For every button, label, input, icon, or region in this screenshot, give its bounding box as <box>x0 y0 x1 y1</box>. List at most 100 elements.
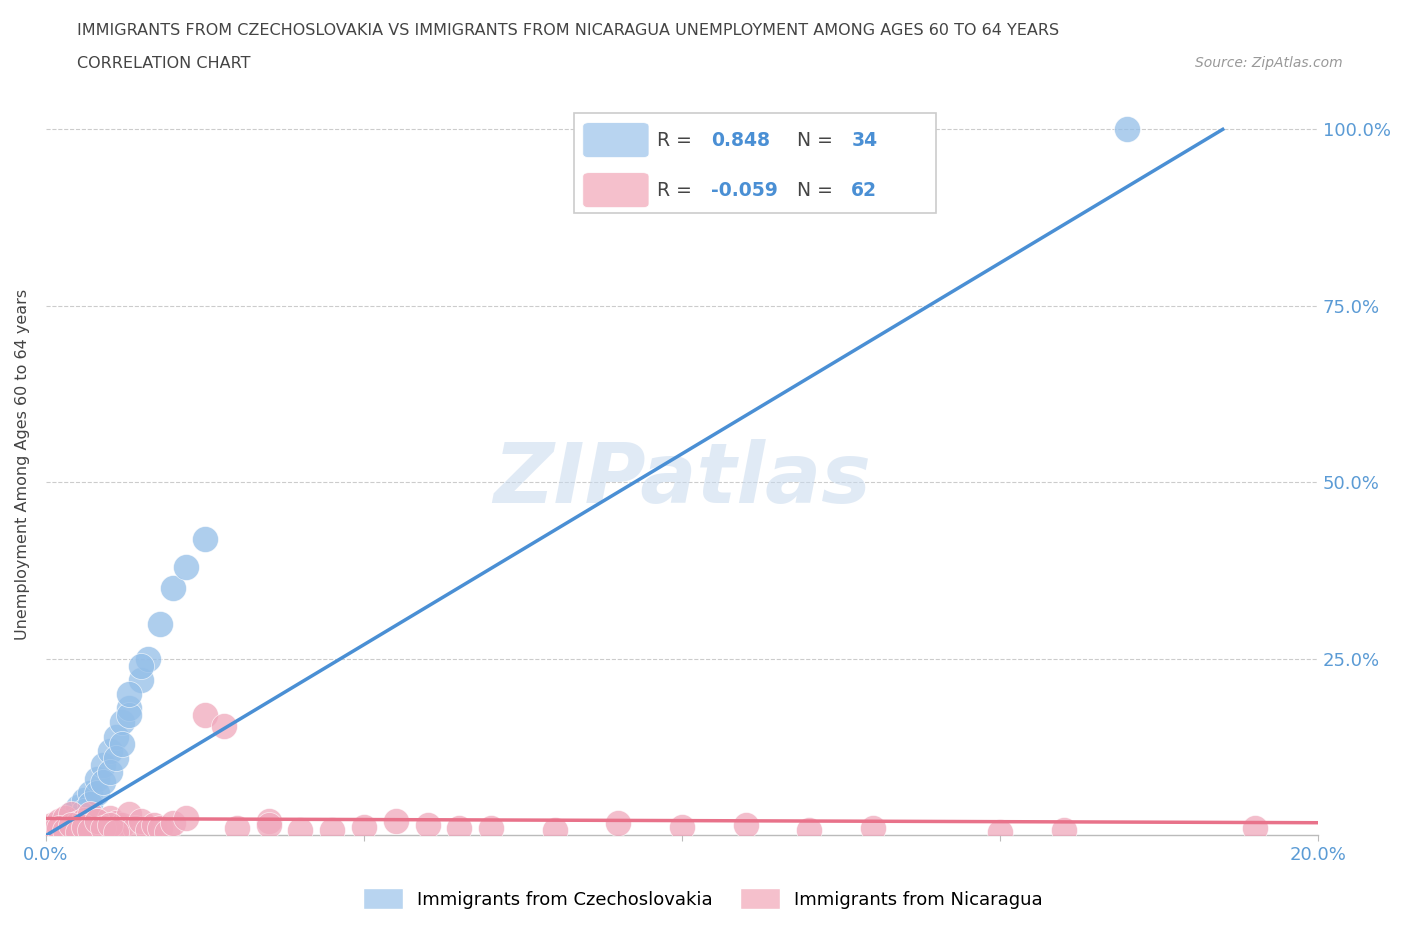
Point <box>41 817 63 832</box>
Point <box>162 581 184 596</box>
Point <box>174 810 197 825</box>
Text: IMMIGRANTS FROM CZECHOSLOVAKIA VS IMMIGRANTS FROM NICARAGUA UNEMPLOYMENT AMONG A: IMMIGRANTS FROM CZECHOSLOVAKIA VS IMMIGR… <box>77 23 1060 38</box>
Point <box>194 531 217 546</box>
Point <box>124 821 146 836</box>
Point <box>86 821 108 836</box>
Point <box>104 825 127 840</box>
Point <box>385 814 408 829</box>
Point <box>136 652 159 667</box>
Point <box>79 817 101 832</box>
Point <box>290 822 312 837</box>
Point <box>104 816 127 830</box>
Point <box>111 715 134 730</box>
Point <box>79 786 101 801</box>
Point <box>60 819 83 834</box>
Point <box>544 822 567 837</box>
Point <box>734 817 756 832</box>
Point <box>60 817 83 832</box>
Point <box>862 136 884 151</box>
Point <box>607 816 630 830</box>
Point <box>86 814 108 829</box>
Point <box>48 821 70 836</box>
Point <box>111 817 134 832</box>
Point <box>98 743 121 758</box>
Point <box>104 729 127 744</box>
Point <box>73 792 96 807</box>
Point <box>48 821 70 836</box>
Point <box>257 817 280 832</box>
Point <box>416 817 439 832</box>
FancyBboxPatch shape <box>583 173 650 207</box>
Point <box>86 786 108 801</box>
Point <box>143 817 166 832</box>
Point <box>862 821 884 836</box>
Legend: Immigrants from Czechoslovakia, Immigrants from Nicaragua: Immigrants from Czechoslovakia, Immigran… <box>356 881 1050 916</box>
Point <box>66 822 89 837</box>
Point <box>353 819 375 834</box>
Text: 62: 62 <box>851 180 877 200</box>
Text: 0.848: 0.848 <box>711 130 770 150</box>
Point <box>98 817 121 832</box>
Point <box>212 719 235 734</box>
Text: -0.059: -0.059 <box>711 180 778 200</box>
Text: R =: R = <box>657 180 692 200</box>
Point <box>53 821 76 836</box>
Point <box>66 825 89 840</box>
Point <box>79 822 101 837</box>
Point <box>53 822 76 837</box>
Point <box>60 807 83 822</box>
FancyBboxPatch shape <box>583 123 650 157</box>
Point <box>48 822 70 837</box>
Point <box>194 708 217 723</box>
Point <box>118 701 141 716</box>
Point <box>86 772 108 787</box>
Point <box>1053 822 1076 837</box>
Point <box>73 819 96 834</box>
Point <box>156 825 179 840</box>
Point <box>53 810 76 825</box>
Point <box>111 737 134 751</box>
Point <box>131 658 153 673</box>
Point <box>118 686 141 701</box>
Point <box>41 825 63 840</box>
Point <box>60 817 83 832</box>
Point <box>321 822 343 837</box>
Point <box>174 560 197 575</box>
Point <box>257 814 280 829</box>
Text: R =: R = <box>657 130 692 150</box>
Text: N =: N = <box>797 180 832 200</box>
Point <box>671 819 693 834</box>
Point <box>66 810 89 825</box>
Point <box>48 814 70 829</box>
Point <box>131 672 153 687</box>
Point <box>131 814 153 829</box>
Point <box>98 810 121 825</box>
Text: ZIPatlas: ZIPatlas <box>494 439 870 520</box>
Point <box>91 775 114 790</box>
Point <box>66 816 89 830</box>
Point <box>98 822 121 837</box>
Point <box>479 821 502 836</box>
Point <box>86 814 108 829</box>
Point <box>136 822 159 837</box>
Point <box>225 821 247 836</box>
Point <box>79 807 101 822</box>
Point <box>118 708 141 723</box>
Point <box>91 821 114 836</box>
Point <box>66 800 89 815</box>
Point <box>149 821 172 836</box>
Y-axis label: Unemployment Among Ages 60 to 64 years: Unemployment Among Ages 60 to 64 years <box>15 289 30 640</box>
Point <box>91 819 114 834</box>
Text: Source: ZipAtlas.com: Source: ZipAtlas.com <box>1195 56 1343 70</box>
Point <box>60 807 83 822</box>
Point <box>98 764 121 779</box>
Point <box>988 825 1011 840</box>
Point <box>149 617 172 631</box>
Point <box>41 825 63 840</box>
Point <box>91 757 114 772</box>
Text: CORRELATION CHART: CORRELATION CHART <box>77 56 250 71</box>
FancyBboxPatch shape <box>574 113 936 213</box>
Point <box>104 751 127 765</box>
Point <box>73 813 96 828</box>
Point <box>53 821 76 836</box>
